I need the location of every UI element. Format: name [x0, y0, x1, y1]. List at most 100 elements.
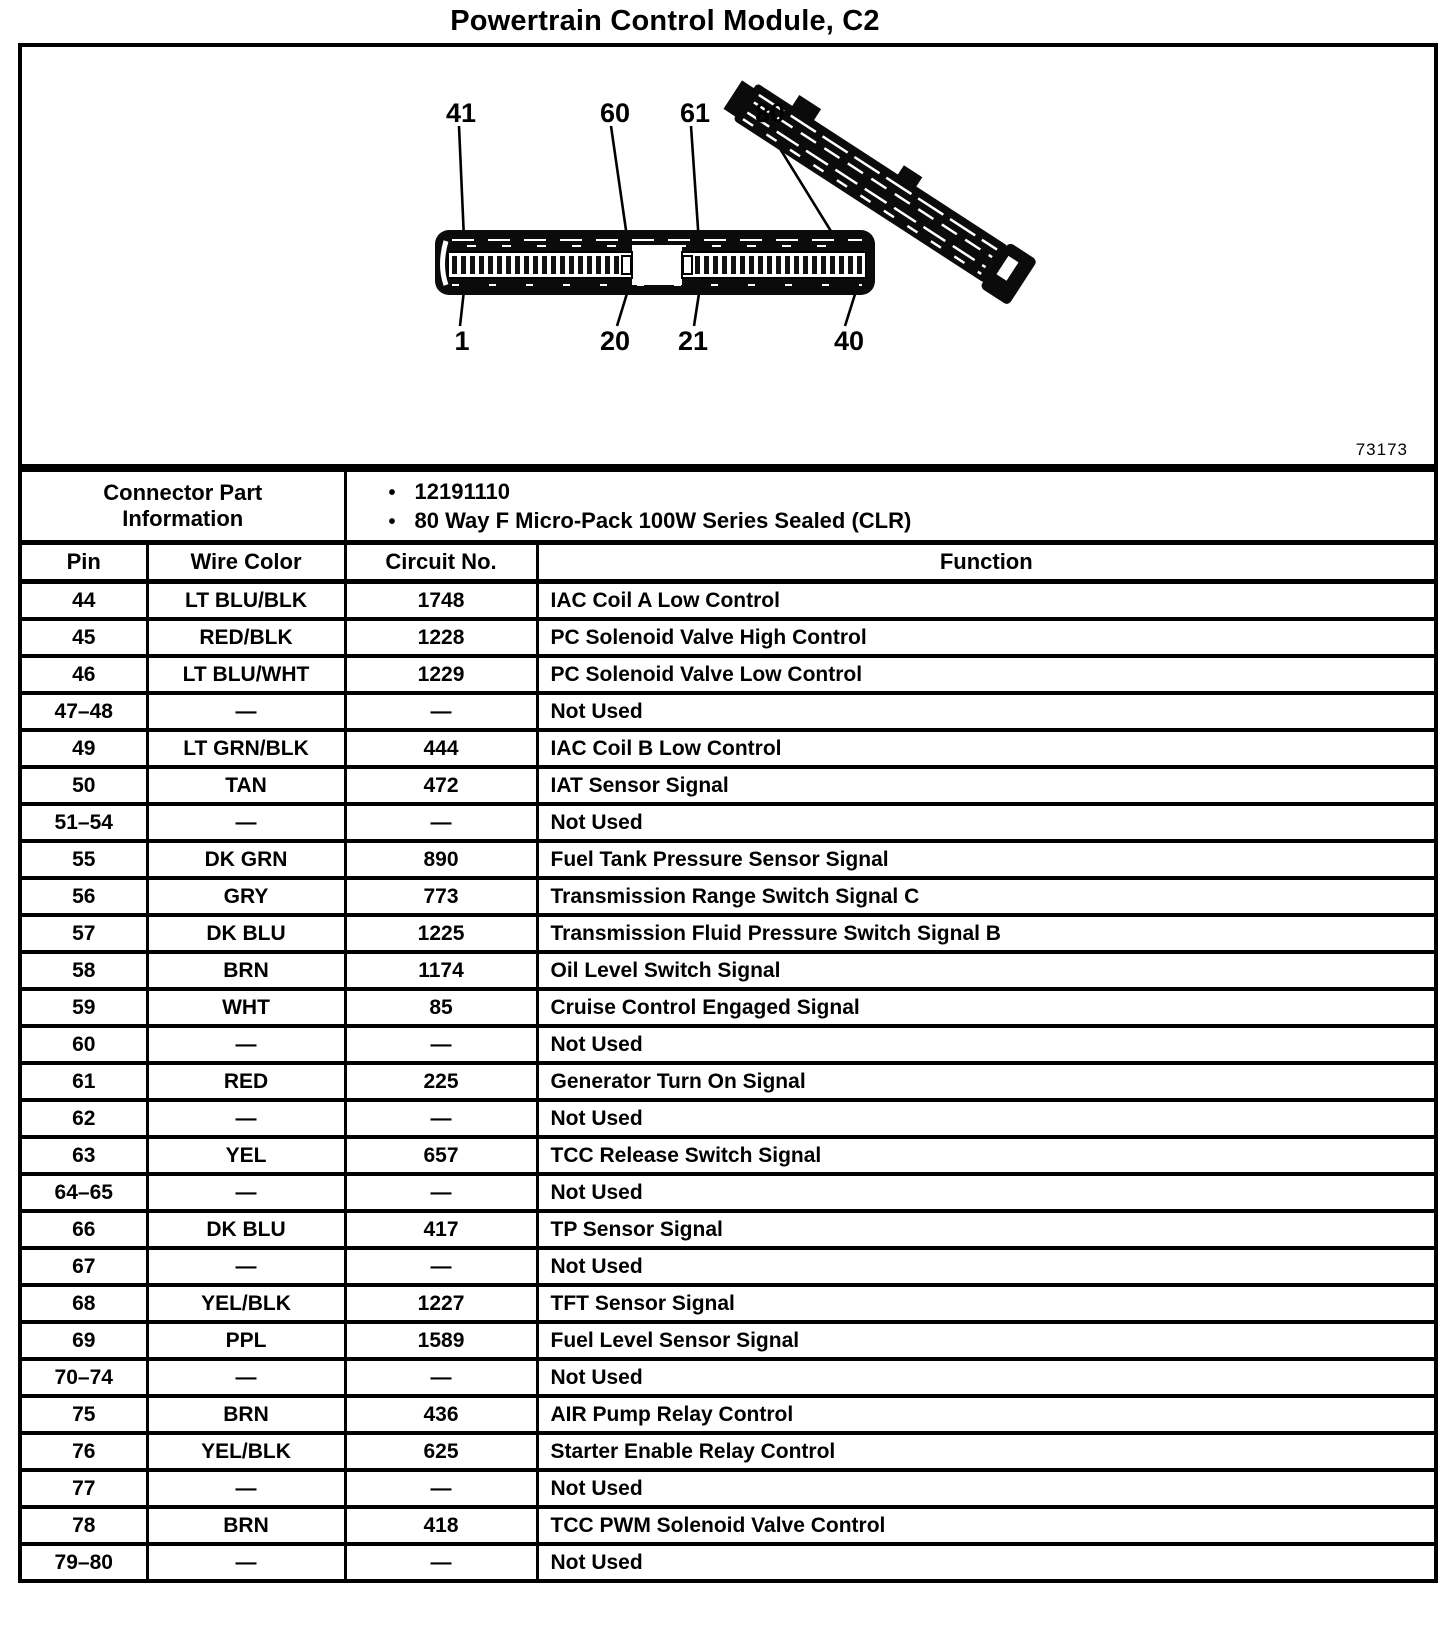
pin-cell: 59 [18, 987, 149, 1028]
function-cell: Not Used [535, 1542, 1438, 1583]
circuit-no-cell: 444 [343, 728, 539, 769]
pin-cell: 63 [18, 1135, 149, 1176]
pin-cell: 61 [18, 1061, 149, 1102]
circuit-no-cell: 418 [343, 1505, 539, 1546]
callout-label-61: 61 [679, 98, 711, 128]
connector-part-info-label: Connector Part Information [18, 468, 347, 545]
function-cell: TP Sensor Signal [535, 1209, 1438, 1250]
wire-color-cell: — [145, 1098, 347, 1139]
table-row: 57 DK BLU 1225 Transmission Fluid Pressu… [18, 913, 1438, 954]
wire-color-cell: LT BLU/BLK [145, 579, 347, 621]
circuit-no-cell: 1225 [343, 913, 539, 954]
connector-part-info-values: • 12191110 • 80 Way F Micro-Pack 100W Seri… [343, 468, 1438, 545]
wire-color-cell: YEL/BLK [145, 1431, 347, 1472]
function-cell: Transmission Fluid Pressure Switch Signa… [535, 913, 1438, 954]
pin-cell: 76 [18, 1431, 149, 1472]
table-row: 78 BRN 418 TCC PWM Solenoid Valve Contro… [18, 1505, 1438, 1546]
table-row: 46 LT BLU/WHT 1229 PC Solenoid Valve Low… [18, 654, 1438, 695]
circuit-no-cell: — [343, 691, 539, 732]
pin-cell: 69 [18, 1320, 149, 1361]
table-row: 63 YEL 657 TCC Release Switch Signal [18, 1135, 1438, 1176]
circuit-no-cell: 890 [343, 839, 539, 880]
circuit-no-cell: — [343, 802, 539, 843]
callout-label-60: 60 [599, 98, 631, 128]
pin-cell: 66 [18, 1209, 149, 1250]
wire-color-cell: — [145, 1024, 347, 1065]
wire-color-cell: — [145, 1357, 347, 1398]
table-row: 77 — — Not Used [18, 1468, 1438, 1509]
pin-cell: 44 [18, 579, 149, 621]
header-wire: Wire Color [145, 540, 347, 584]
wire-color-cell: LT GRN/BLK [145, 728, 347, 769]
function-cell: Not Used [535, 1357, 1438, 1398]
pin-cell: 46 [18, 654, 149, 695]
circuit-no-cell: — [343, 1246, 539, 1287]
wire-color-cell: — [145, 1246, 347, 1287]
pin-cell: 57 [18, 913, 149, 954]
pin-cell: 45 [18, 617, 149, 658]
pin-cell: 62 [18, 1098, 149, 1139]
pin-slots [447, 251, 867, 279]
callout-label-80: 80 [754, 98, 786, 128]
circuit-no-cell: — [343, 1098, 539, 1139]
table-row: 47–48 — — Not Used [18, 691, 1438, 732]
pin-cell: 50 [18, 765, 149, 806]
wire-color-cell: PPL [145, 1320, 347, 1361]
circuit-no-cell: — [343, 1172, 539, 1213]
function-cell: Transmission Range Switch Signal C [535, 876, 1438, 917]
header-function: Function [535, 540, 1438, 584]
table-row: 66 DK BLU 417 TP Sensor Signal [18, 1209, 1438, 1250]
circuit-no-cell: 1748 [343, 579, 539, 621]
wire-color-cell: RED [145, 1061, 347, 1102]
wire-color-cell: RED/BLK [145, 617, 347, 658]
function-cell: IAC Coil B Low Control [535, 728, 1438, 769]
function-cell: Generator Turn On Signal [535, 1061, 1438, 1102]
table-row: 68 YEL/BLK 1227 TFT Sensor Signal [18, 1283, 1438, 1324]
function-cell: Not Used [535, 1246, 1438, 1287]
pin-cell: 58 [18, 950, 149, 991]
table-row: 76 YEL/BLK 625 Starter Enable Relay Cont… [18, 1431, 1438, 1472]
connector-part-info-label-line2: Information [122, 506, 244, 531]
pin-table: Connector Part Information • 12191110 • 80… [18, 468, 1438, 1583]
table-row: 44 LT BLU/BLK 1748 IAC Coil A Low Contro… [18, 579, 1438, 621]
table-header-row: Pin Wire Color Circuit No. Function [18, 540, 1438, 584]
wire-color-cell: BRN [145, 1394, 347, 1435]
circuit-no-cell: 225 [343, 1061, 539, 1102]
pin-cell: 51–54 [18, 802, 149, 843]
pin-cell: 60 [18, 1024, 149, 1065]
wire-color-cell: TAN [145, 765, 347, 806]
connector-figure-svg [435, 80, 1036, 327]
wire-color-cell: — [145, 802, 347, 843]
function-cell: Not Used [535, 1024, 1438, 1065]
wire-color-cell: DK BLU [145, 1209, 347, 1250]
table-row: 58 BRN 1174 Oil Level Switch Signal [18, 950, 1438, 991]
connector-front-view [435, 230, 875, 295]
function-cell: PC Solenoid Valve High Control [535, 617, 1438, 658]
circuit-no-cell: 85 [343, 987, 539, 1028]
connector-part-info-row: Connector Part Information • 12191110 • 80… [18, 468, 1438, 545]
table-row: 49 LT GRN/BLK 444 IAC Coil B Low Control [18, 728, 1438, 769]
table-row: 62 — — Not Used [18, 1098, 1438, 1139]
callout-label-41: 41 [445, 98, 477, 128]
wire-color-cell: — [145, 1542, 347, 1583]
pin-cell: 70–74 [18, 1357, 149, 1398]
function-cell: PC Solenoid Valve Low Control [535, 654, 1438, 695]
table-row: 56 GRY 773 Transmission Range Switch Sig… [18, 876, 1438, 917]
function-cell: Not Used [535, 802, 1438, 843]
circuit-no-cell: — [343, 1357, 539, 1398]
table-row: 75 BRN 436 AIR Pump Relay Control [18, 1394, 1438, 1435]
pin-cell: 67 [18, 1246, 149, 1287]
function-cell: Not Used [535, 1098, 1438, 1139]
table-row: 69 PPL 1589 Fuel Level Sensor Signal [18, 1320, 1438, 1361]
bullet-icon: • [388, 511, 396, 533]
table-row: 64–65 — — Not Used [18, 1172, 1438, 1213]
circuit-no-cell: 625 [343, 1431, 539, 1472]
function-cell: TCC PWM Solenoid Valve Control [535, 1505, 1438, 1546]
function-cell: Cruise Control Engaged Signal [535, 987, 1438, 1028]
part-number: 12191110 [414, 478, 510, 504]
pin-cell: 79–80 [18, 1542, 149, 1583]
pin-cell: 64–65 [18, 1172, 149, 1213]
wire-color-cell: YEL [145, 1135, 347, 1176]
table-row: 79–80 — — Not Used [18, 1542, 1438, 1583]
